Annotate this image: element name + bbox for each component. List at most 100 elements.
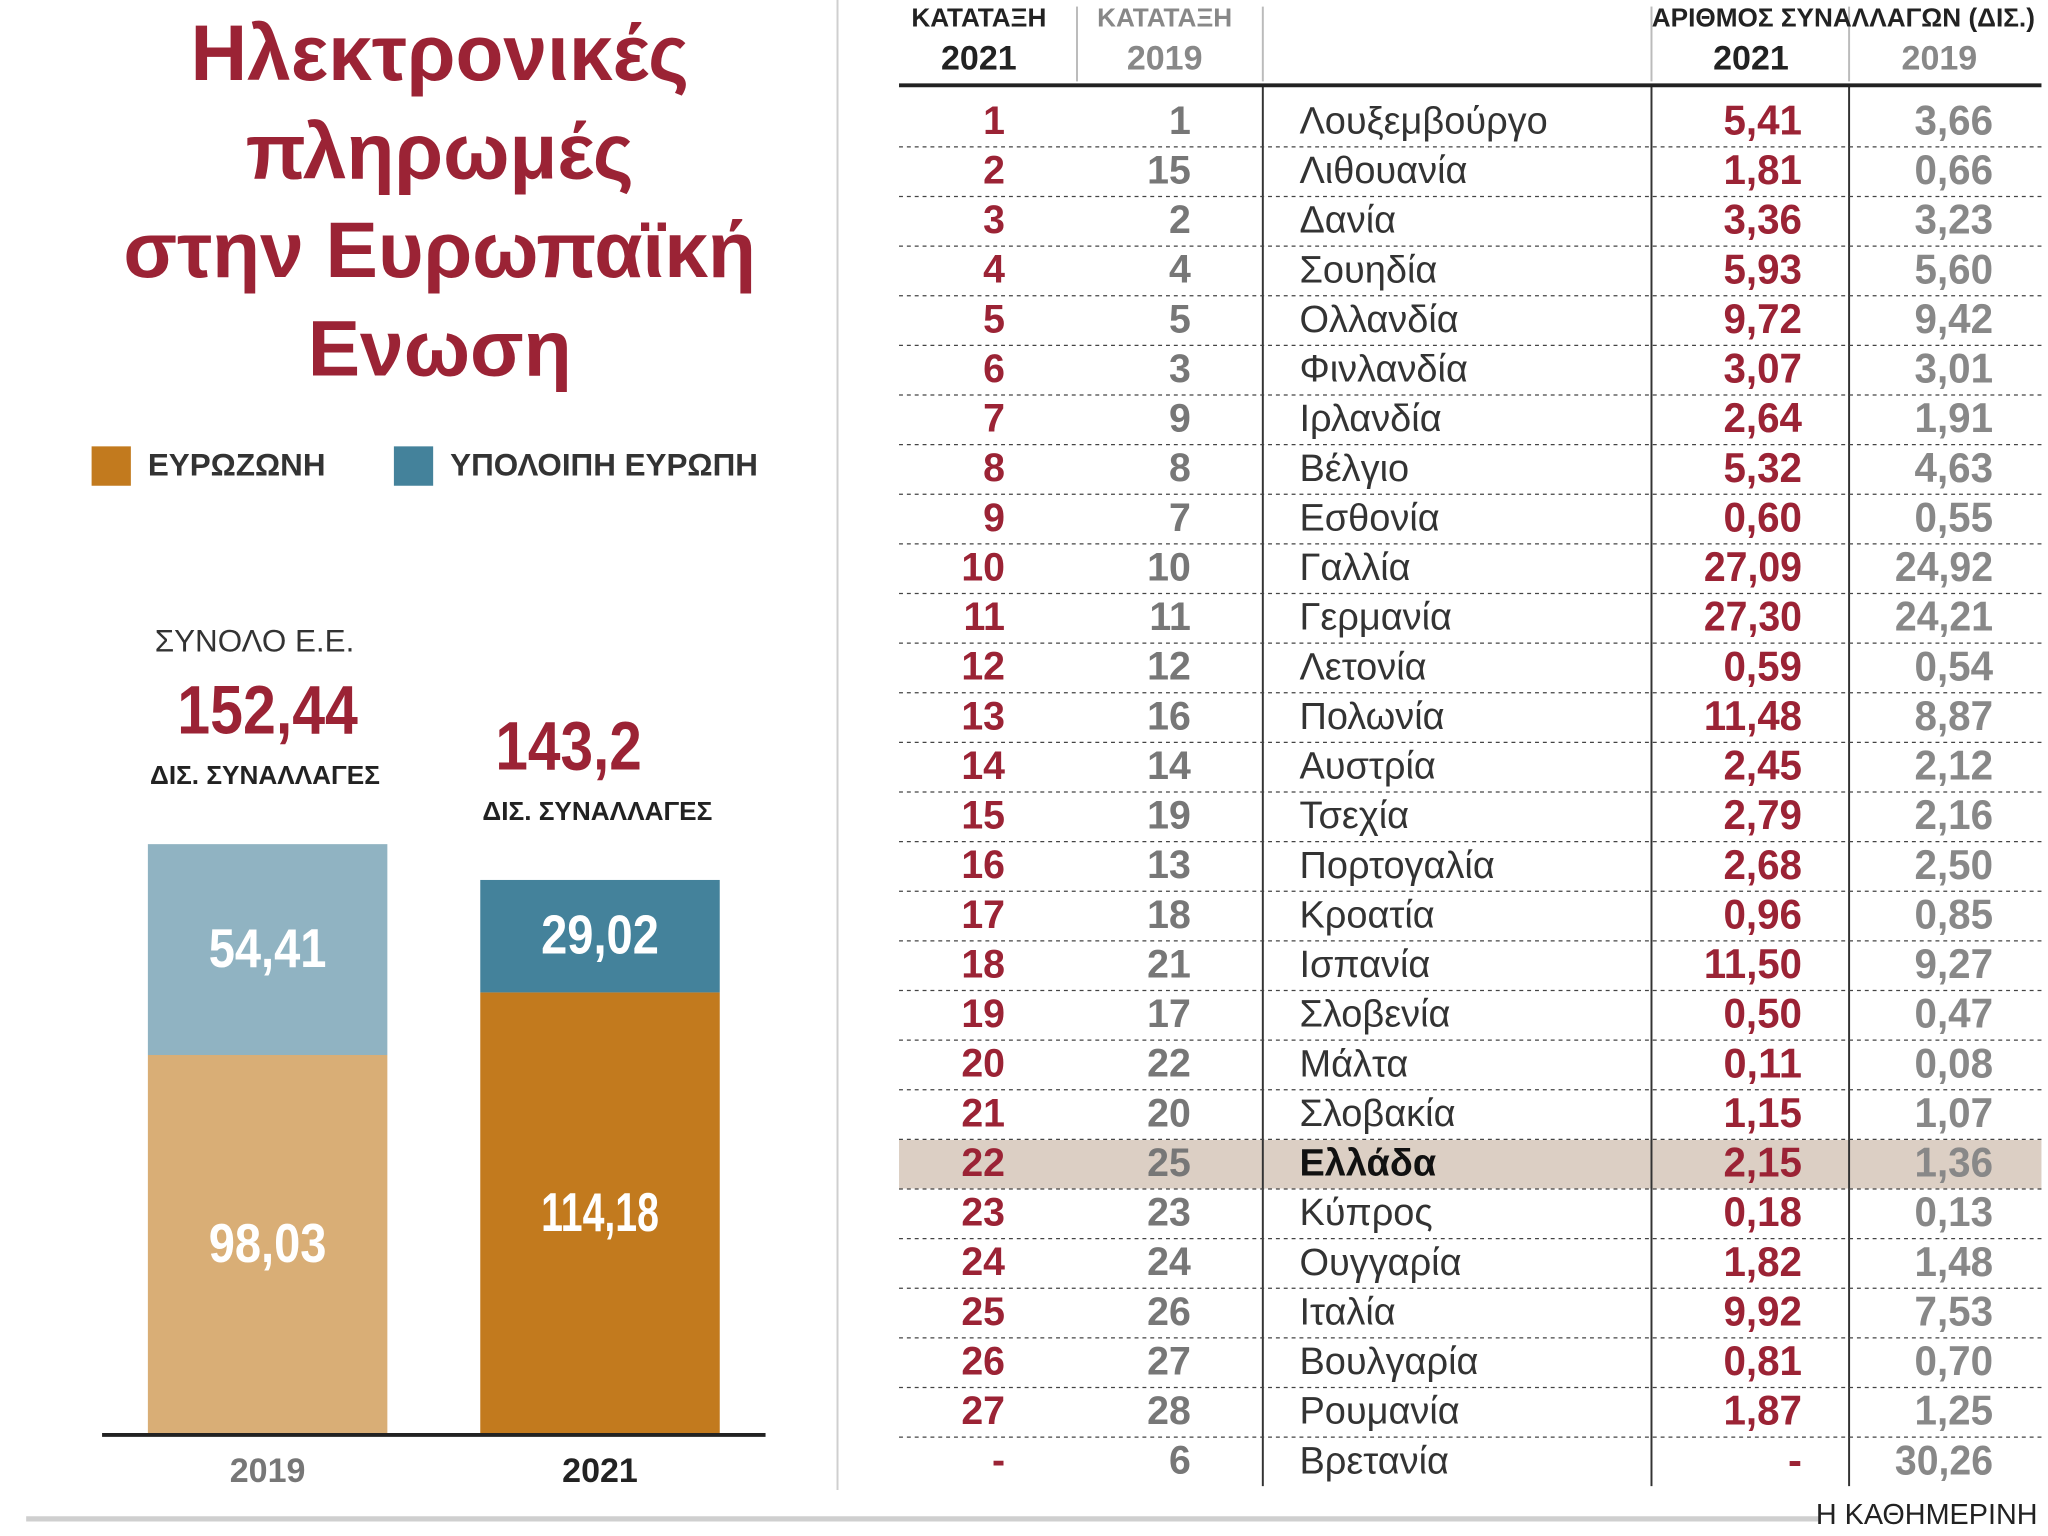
table-cell: 1,48 (1915, 1238, 1994, 1285)
total-value: 152,44 (177, 672, 358, 748)
table-cell: 1,82 (1723, 1238, 1802, 1285)
x-tick-label: 2019 (230, 1452, 306, 1490)
table-cell: 3,66 (1915, 96, 1994, 143)
table-cell: Πολωνία (1299, 696, 1444, 738)
table-cell: 7 (1169, 496, 1191, 540)
bar-segment (480, 879, 720, 993)
table-cell: 0,54 (1915, 642, 1994, 689)
table-cell: 13 (1147, 843, 1191, 887)
table-cell: 0,70 (1915, 1337, 1994, 1384)
table-cell: 24 (1147, 1240, 1191, 1284)
table-cell: Ιταλία (1299, 1291, 1395, 1333)
table-cell: 11,50 (1704, 940, 1802, 987)
bar-segment (480, 992, 720, 1435)
table-cell: 17 (1147, 992, 1191, 1036)
table-cell: Τσεχία (1299, 795, 1409, 837)
table-cell: 9,72 (1723, 295, 1802, 342)
table-cell: 28 (1147, 1389, 1191, 1433)
value-label: 29,02 (541, 903, 659, 965)
table-cell: 0,55 (1915, 493, 1994, 540)
table-cell: 0,13 (1915, 1188, 1994, 1235)
table-cell: 2,15 (1723, 1139, 1802, 1186)
table-cell: 24,92 (1895, 543, 1993, 590)
table-cell: 27,09 (1704, 543, 1802, 590)
table-cell: 0,60 (1723, 493, 1802, 540)
table-cell: 5 (983, 297, 1005, 341)
column-header-year: 2021 (941, 39, 1017, 77)
table-cell: 7 (983, 397, 1005, 441)
table-cell: Σλοβακία (1299, 1093, 1455, 1135)
table-cell: 1 (1169, 99, 1191, 143)
bar-segment (147, 1055, 388, 1435)
table-cell: 23 (1147, 1190, 1191, 1234)
table-cell: 2,50 (1915, 841, 1994, 888)
table-cell: 27,30 (1704, 593, 1802, 640)
column-header: ΚΑΤΑΤΑΞΗ (911, 3, 1046, 33)
table-cell: 8 (1169, 446, 1191, 490)
table-cell: 19 (1147, 794, 1191, 838)
table-cell: 25 (961, 1290, 1005, 1334)
table-cell: 16 (961, 843, 1005, 887)
highlight-row (899, 1139, 2042, 1189)
table-cell: 14 (1147, 744, 1191, 788)
table-cell: Σουηδία (1299, 249, 1437, 291)
column-header: ΚΑΤΑΤΑΞΗ (1097, 3, 1232, 33)
table-cell: 27 (961, 1389, 1005, 1433)
table-cell: 13 (961, 694, 1005, 738)
table-cell: 11 (964, 595, 1005, 639)
table-cell: 18 (961, 942, 1005, 986)
table-cell: 15 (1147, 148, 1191, 192)
table-cell: Κροατία (1299, 894, 1434, 936)
total-unit: ΔΙΣ. ΣΥΝΑΛΛΑΓΕΣ (150, 760, 380, 790)
chart-title: στην Ευρωπαϊκή (123, 206, 756, 294)
group-column-header: 2019 (1902, 39, 1978, 77)
table-cell: 0,96 (1723, 890, 1802, 937)
table-cell: 5,60 (1915, 245, 1994, 292)
footer-source: Η ΚΑΘΗΜΕΡΙΝΗ (1816, 1499, 2038, 1531)
table-cell: 3 (983, 198, 1005, 242)
chart-title: πληρωμές (246, 107, 634, 195)
table-cell: 16 (1147, 694, 1191, 738)
bar-segment (147, 844, 388, 1056)
table-cell: Βέλγιο (1299, 448, 1409, 490)
table-cell: Δανία (1299, 200, 1396, 242)
table-cell: 30,26 (1895, 1436, 1993, 1483)
table-cell: 9 (983, 496, 1005, 540)
table-cell: Ισπανία (1299, 944, 1430, 986)
table-cell: - (1788, 1436, 1802, 1483)
table-cell: 8,87 (1915, 692, 1994, 739)
table-cell: 1,25 (1915, 1387, 1994, 1434)
table-cell: 6 (1169, 1439, 1191, 1483)
table-cell: 2,68 (1723, 841, 1802, 888)
table-cell: Σλοβενία (1299, 994, 1450, 1036)
group-header: ΑΡΙΘΜΟΣ ΣΥΝΑΛΛΑΓΩΝ (ΔΙΣ.) (1652, 3, 2035, 33)
table-cell: Φινλανδία (1299, 349, 1467, 391)
table-cell: 10 (1147, 545, 1191, 589)
table-cell: 3,36 (1723, 196, 1802, 243)
legend-swatch (393, 446, 434, 486)
table-cell: 9,42 (1915, 295, 1994, 342)
table-cell: 4 (983, 248, 1005, 292)
table-cell: 0,85 (1915, 890, 1994, 937)
table-cell: 0,81 (1723, 1337, 1802, 1384)
table-cell: 24,21 (1895, 593, 1993, 640)
table-cell: 2,12 (1915, 742, 1994, 789)
table-cell: 6 (983, 347, 1005, 391)
value-label: 54,41 (209, 917, 327, 979)
table-cell: 4 (1169, 248, 1191, 292)
table-cell: 2,79 (1723, 791, 1802, 838)
table-cell: 20 (961, 1042, 1005, 1086)
table-cell: 3 (1169, 347, 1191, 391)
table-cell: 26 (961, 1339, 1005, 1383)
table-cell: 0,47 (1915, 990, 1994, 1037)
table-cell: 3,07 (1723, 345, 1802, 392)
table-cell: 1 (983, 99, 1005, 143)
table-cell: Ελλάδα (1299, 1143, 1436, 1185)
table-cell: 7,53 (1915, 1287, 1994, 1334)
table-cell: 15 (961, 794, 1005, 838)
table-cell: 11 (1149, 595, 1190, 639)
total-value: 143,2 (495, 708, 642, 784)
table-cell: 2,16 (1915, 791, 1994, 838)
table-cell: Ρουμανία (1299, 1391, 1459, 1433)
